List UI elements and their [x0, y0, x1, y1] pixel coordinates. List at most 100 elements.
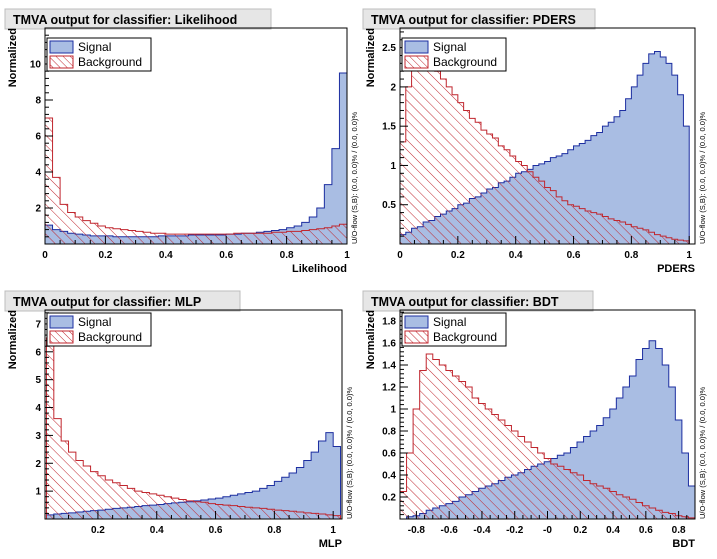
x-tick-label: 1: [330, 525, 336, 536]
x-tick-label: 0.4: [150, 525, 164, 536]
background-histogram: [400, 353, 695, 519]
x-tick-label: -0.6: [441, 525, 459, 536]
y-tick-label: 1: [390, 161, 396, 172]
legend-signal-label: Signal: [78, 315, 111, 329]
y-tick-label: 1: [35, 487, 41, 498]
x-tick-label: 0.2: [573, 525, 587, 536]
x-axis-label: PDERS: [657, 263, 695, 275]
legend-signal-label: Signal: [433, 40, 466, 54]
x-tick-label: 0.2: [451, 250, 465, 261]
y-tick-label: 1.4: [382, 361, 396, 372]
x-tick-label: 0.4: [159, 250, 173, 261]
x-tick-label: -0: [543, 525, 552, 536]
legend-background-label: Background: [78, 330, 142, 344]
title-box: [362, 290, 594, 312]
x-tick-label: 0.8: [280, 250, 294, 261]
legend-background-swatch: [49, 55, 74, 69]
title-box: [4, 290, 241, 312]
legend-signal-label: Signal: [78, 40, 111, 54]
y-tick-label: 0.5: [382, 200, 396, 211]
y-tick-label: 1.2: [382, 383, 396, 394]
x-tick-label: 0.8: [672, 525, 686, 536]
y-tick-label: 4: [35, 403, 41, 414]
x-tick-label: 0.2: [91, 525, 105, 536]
y-tick-label: 5: [35, 375, 41, 386]
x-tick-label: 0.6: [219, 250, 233, 261]
y-tick-label: 0.2: [382, 493, 396, 504]
title-box: [4, 8, 272, 30]
x-axis-label: Likelihood: [292, 263, 347, 275]
y-tick-label: 3: [35, 431, 41, 442]
y-tick-label: 8: [35, 96, 41, 107]
x-tick-label: 0.6: [639, 525, 653, 536]
y-tick-label: 6: [35, 132, 41, 143]
x-tick-label: -0.8: [408, 525, 426, 536]
chart-panel: TMVA output for classifier: MLP 0.2 0.4 0.6…: [4, 290, 354, 550]
y-tick-label: 0.8: [382, 427, 396, 438]
legend-background-swatch: [49, 330, 74, 344]
y-tick-label: 6: [35, 347, 41, 358]
y-tick-label: 0.4: [382, 471, 396, 482]
legend-background-label: Background: [433, 55, 497, 69]
overflow-label: U/O-flow (S,B): (0.0, 0.0)% / (0.0, 0.0)…: [698, 112, 707, 244]
x-tick-label: 0.8: [624, 250, 638, 261]
x-tick-label: 0.6: [209, 525, 223, 536]
chart-title: TMVA output for classifier: MLP: [13, 295, 201, 309]
y-axis-label: Normalized: [365, 310, 377, 369]
overflow-label: U/O-flow (S,B): (0.0, 0.0)% / (0.0, 0.0)…: [350, 112, 359, 244]
legend-background-label: Background: [78, 55, 142, 69]
x-tick-label: 0.4: [606, 525, 620, 536]
legend-signal-swatch: [404, 40, 429, 54]
x-axis-label: BDT: [672, 538, 695, 550]
y-tick-label: 4: [35, 168, 41, 179]
chart-panel: TMVA output for classifier: BDT -0.8 -0.6 -…: [362, 290, 707, 550]
x-tick-label: -0.4: [473, 525, 491, 536]
y-tick-label: 1: [390, 405, 396, 416]
legend-signal-swatch: [49, 315, 74, 329]
signal-histogram: [45, 72, 347, 244]
x-axis-label: MLP: [319, 538, 342, 550]
x-tick-label: 0.2: [98, 250, 112, 261]
y-tick-label: 7: [35, 319, 41, 330]
background-histogram: [45, 337, 342, 519]
y-tick-label: 0.6: [382, 449, 396, 460]
x-tick-label: 0.4: [509, 250, 523, 261]
overflow-label: U/O-flow (S,B): (0.0, 0.0)% / (0.0, 0.0)…: [345, 387, 354, 519]
legend-signal-label: Signal: [433, 315, 466, 329]
chart-panel: TMVA output for classifier: PDERS 0 0.2 0.4…: [362, 8, 707, 275]
x-tick-label: 0.6: [567, 250, 581, 261]
y-tick-label: 2.5: [382, 43, 396, 54]
x-tick-label: 1: [344, 250, 350, 261]
legend-background-label: Background: [433, 330, 497, 344]
plot-frame: [44, 309, 343, 520]
plot-frame: [399, 27, 696, 245]
y-axis-label: Normalized: [7, 310, 19, 369]
x-tick-label: 0: [397, 250, 403, 261]
chart-title: TMVA output for classifier: BDT: [371, 295, 559, 309]
chart-panel: TMVA output for classifier: Likelihood 0 0…: [4, 8, 359, 275]
legend-background-swatch: [404, 330, 429, 344]
y-tick-label: 2: [35, 204, 41, 215]
title-box: [362, 8, 596, 30]
y-tick-label: 1.8: [382, 317, 396, 328]
background-histogram: [400, 51, 690, 244]
overflow-label: U/O-flow (S,B): (0.0, 0.0)% / (0.0, 0.0)…: [698, 387, 707, 519]
x-tick-label: 0.8: [267, 525, 281, 536]
background-histogram: [45, 117, 347, 244]
chart-title: TMVA output for classifier: Likelihood: [13, 13, 237, 27]
legend-background-swatch: [404, 55, 429, 69]
legend-signal-swatch: [49, 40, 74, 54]
y-tick-label: 1.6: [382, 339, 396, 350]
x-tick-label: 0: [42, 250, 48, 261]
x-tick-label: 1: [686, 250, 692, 261]
y-tick-label: 1.5: [382, 122, 396, 133]
y-tick-label: 2: [390, 82, 396, 93]
x-tick-label: -0.2: [506, 525, 524, 536]
y-tick-label: 10: [30, 60, 42, 71]
y-axis-label: Normalized: [365, 28, 377, 87]
